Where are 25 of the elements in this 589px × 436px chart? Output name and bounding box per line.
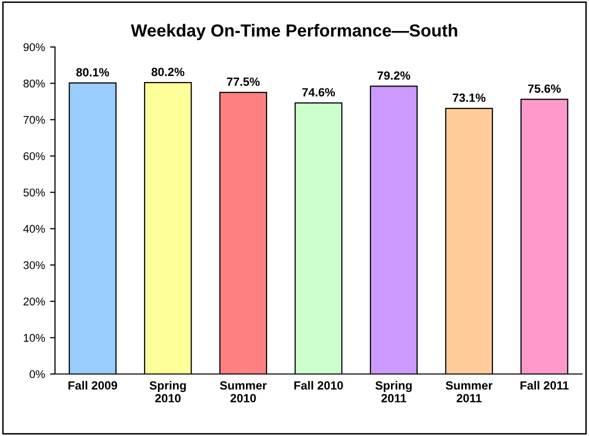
y-tick-label: 50% xyxy=(23,188,45,196)
y-tick-label: 70% xyxy=(24,116,45,124)
data-label: 79.2% xyxy=(378,71,410,80)
x-tick-label: Spring 2011 xyxy=(375,380,412,402)
y-tick-label: 30% xyxy=(23,261,45,270)
data-label: 73.1% xyxy=(452,94,486,102)
y-tick-label: 90% xyxy=(24,43,45,52)
x-tick-label: Summer 2010 xyxy=(220,381,267,402)
data-label: 80.1% xyxy=(76,68,110,76)
x-tick-label: Summer 2011 xyxy=(446,381,493,402)
y-tick-label: 0% xyxy=(30,370,45,378)
data-label: 77.5% xyxy=(226,78,260,86)
y-tick-label: 80% xyxy=(24,80,45,88)
data-label: 80.2% xyxy=(152,68,184,76)
x-tick-label: Fall 2009 xyxy=(68,380,118,390)
x-tick-label: Fall 2011 xyxy=(520,380,569,390)
y-tick-label: 10% xyxy=(24,334,45,342)
x-tick-label: Spring 2010 xyxy=(150,380,186,402)
data-label: 74.6% xyxy=(302,88,335,96)
y-tick-label: 40% xyxy=(23,224,45,233)
chart-title: Weekday On-Time Performance—South xyxy=(130,24,458,40)
y-tick-label: 20% xyxy=(24,298,45,306)
data-label: 75.6% xyxy=(528,84,561,93)
x-tick-label: Fall 2010 xyxy=(294,380,343,390)
y-tick-label: 60% xyxy=(24,152,45,160)
